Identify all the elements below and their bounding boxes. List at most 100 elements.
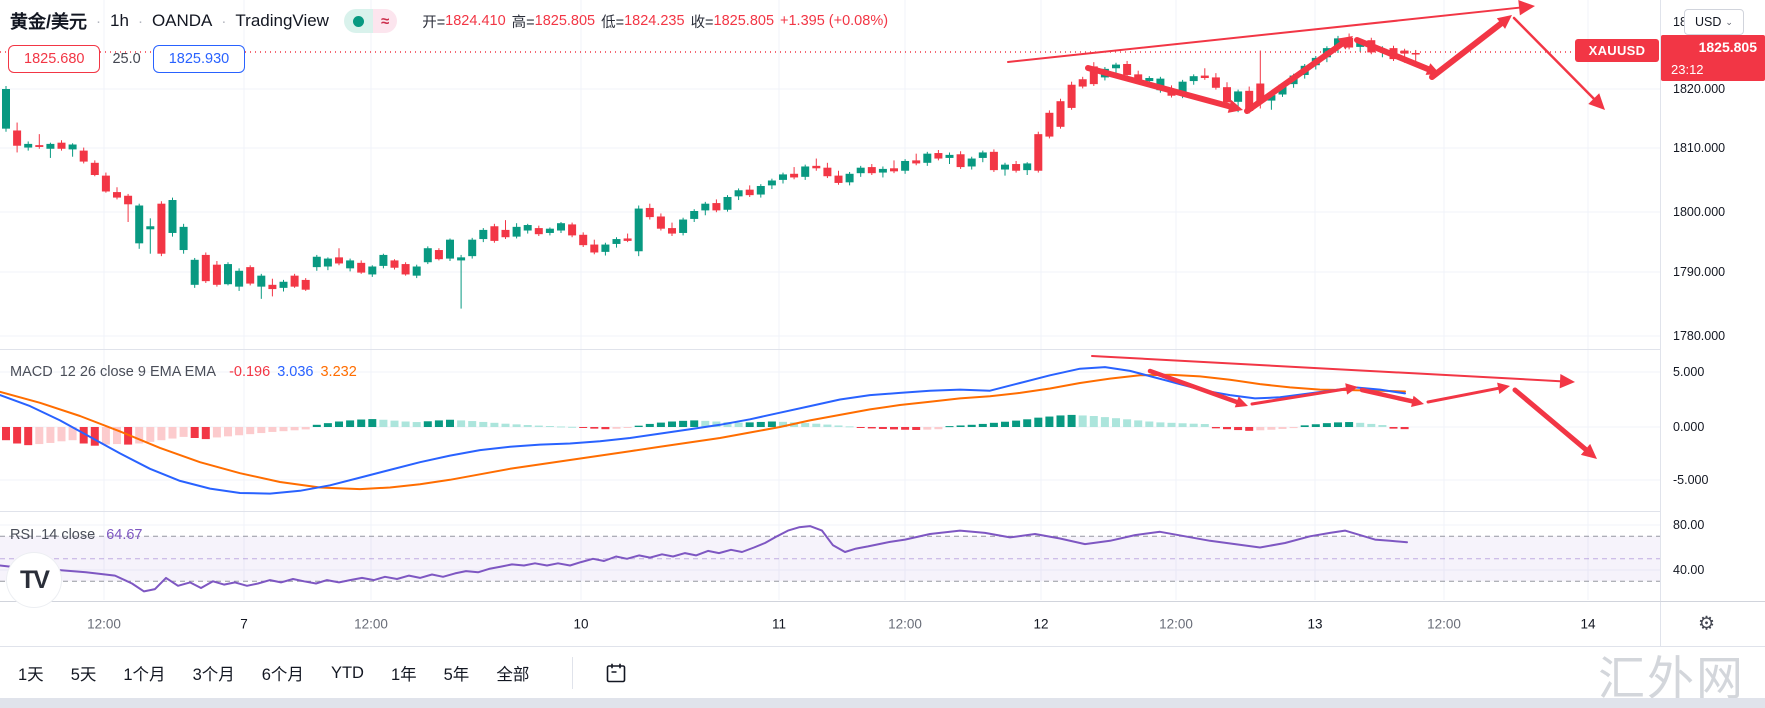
macd-signal-line (0, 373, 1406, 491)
rsi-title: RSI (10, 527, 35, 543)
pane-divider-main-macd[interactable] (0, 349, 1660, 350)
macd-histogram-bar (146, 427, 155, 442)
macd-header[interactable]: MACD 12 26 close 9 EMA EMA -0.196 3.036 … (10, 364, 357, 380)
candle-body (1400, 50, 1409, 54)
macd-histogram-bar (1100, 417, 1109, 427)
gear-icon[interactable]: ⚙ (1698, 613, 1716, 635)
macd-histogram-bar (867, 427, 876, 429)
candle-body (35, 145, 44, 147)
range-button[interactable]: 1个月 (123, 666, 166, 684)
macd-trendline-arrow-head (1559, 374, 1575, 389)
candle-body (579, 234, 588, 246)
range-button[interactable]: 5年 (443, 666, 470, 684)
horizontal-scrollbar[interactable] (0, 698, 1765, 708)
candle-body (401, 264, 410, 275)
macd-histogram-bar (2, 427, 10, 441)
sell-button[interactable]: 1825.680 (8, 45, 101, 73)
buy-button[interactable]: 1825.930 (152, 45, 246, 73)
candle-body (856, 167, 865, 174)
macd-histogram-bar (712, 421, 721, 427)
separator-dot: · (137, 12, 143, 30)
macd-histogram-bar (634, 425, 643, 427)
pane-divider-macd-rsi[interactable] (0, 511, 1660, 512)
market-status-badge[interactable]: ≈ (343, 9, 398, 33)
candle-body (512, 226, 521, 237)
macd-zigzag-arrow (1359, 387, 1415, 404)
macd-histogram-bar (1145, 421, 1154, 427)
macd-histogram-bar (135, 427, 144, 444)
macd-zigzag-arrow-head (1497, 382, 1510, 394)
candle-body (1078, 79, 1087, 87)
macd-zigzag-arrow (1426, 386, 1500, 404)
interval-label[interactable]: 1h (110, 11, 129, 30)
currency-dropdown[interactable]: USD ⌄ (1684, 9, 1744, 35)
range-button[interactable]: 6个月 (261, 666, 304, 684)
tradingview-logo-glyph: TV (20, 565, 50, 594)
range-button[interactable]: 1天 (18, 666, 44, 684)
candle-body (68, 144, 77, 150)
candle-body (113, 192, 121, 198)
macd-histogram-bar (290, 427, 299, 431)
range-button[interactable]: 5天 (70, 666, 97, 684)
candle-body (101, 175, 110, 192)
range-button[interactable]: 全部 (496, 666, 530, 684)
candle-body (179, 226, 188, 251)
candle-body (1267, 95, 1276, 101)
macd-histogram-bar (967, 424, 976, 427)
tradingview-logo[interactable]: TV (7, 553, 61, 607)
macd-histogram-bar (545, 426, 554, 428)
macd-histogram-bar (190, 427, 199, 438)
price-axis-label: 1790.000 (1673, 265, 1726, 279)
macd-histogram-bar (113, 427, 121, 445)
candle-body (690, 211, 699, 219)
rsi-params: 14 close (41, 527, 96, 543)
chart-header: 黄金/美元 · 1h · OANDA · TradingView ≈ 开= 182… (10, 8, 888, 34)
chart-canvas[interactable] (0, 0, 1660, 645)
price-axis-border (1660, 0, 1661, 645)
toolbar-divider (572, 657, 573, 689)
range-button[interactable]: 1年 (390, 666, 417, 684)
candle-body (1023, 163, 1032, 171)
candle-body (790, 173, 799, 178)
macd-histogram-bar (1311, 424, 1320, 427)
macd-histogram-bar (701, 420, 710, 427)
candle-body (412, 266, 421, 276)
price-axis-label: 1780.000 (1673, 329, 1726, 343)
time-axis[interactable]: ⚙ 12:00 7 12:00 10 11 12:00 12 12:00 13 12:00 14 (0, 601, 1765, 646)
candle-body (779, 174, 787, 180)
platform-label[interactable]: TradingView (235, 11, 329, 30)
price-axis[interactable]: 1830.0001820.0001810.0001800.0001790.000… (1661, 0, 1765, 645)
macd-histogram-bar (1189, 423, 1198, 427)
close-label: 收= (690, 14, 714, 31)
symbol-title[interactable]: 黄金/美元 (10, 12, 88, 32)
range-button[interactable]: YTD (330, 663, 364, 682)
range-button[interactable]: 3个月 (192, 666, 235, 684)
calendar-icon[interactable] (604, 661, 628, 690)
time-axis-label: 12:00 (888, 616, 922, 632)
macd-histogram-bar (779, 421, 787, 427)
macd-histogram-bar (612, 427, 621, 429)
macd-histogram-bar (1001, 421, 1009, 427)
low-value: 1824.235 (624, 13, 685, 29)
time-axis-label: 12:00 (1427, 616, 1461, 632)
market-open-half (343, 9, 373, 33)
macd-histogram-bar (956, 425, 965, 427)
macd-histogram-bar (1112, 418, 1120, 427)
rsi-header[interactable]: RSI 14 close 64.67 (10, 527, 142, 543)
candle-body (168, 200, 177, 233)
candle-body (1411, 53, 1420, 55)
main-trendline-arrow-head (1518, 0, 1535, 16)
candle-body (279, 281, 288, 288)
close-value: 1825.805 (713, 13, 775, 29)
candle-body (1112, 64, 1120, 69)
macd-histogram-bar (1289, 427, 1298, 429)
macd-histogram-bar (1078, 415, 1087, 427)
price-axis-label: 40.00 (1673, 563, 1705, 577)
macd-histogram-bar (523, 425, 532, 427)
exchange-label[interactable]: OANDA (151, 11, 213, 30)
candle-body (1045, 112, 1054, 137)
macd-zigzag-arrow-head (1234, 396, 1248, 408)
last-price-tag[interactable]: 1825.805 23:12 (1661, 35, 1765, 81)
candle-body (457, 257, 466, 261)
candle-body (423, 248, 432, 263)
